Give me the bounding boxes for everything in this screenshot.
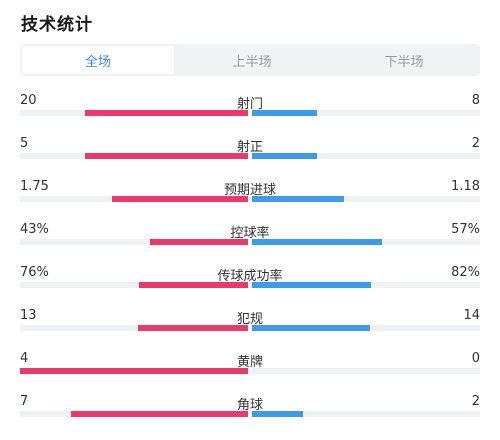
home-bar-track: [20, 239, 248, 245]
home-bar-fill: [85, 110, 248, 116]
stat-row: 7 角球 2: [0, 394, 500, 430]
home-bar-track: [20, 368, 248, 374]
away-value: 57%: [451, 222, 480, 237]
stat-label: 传球成功率: [217, 269, 283, 284]
home-value: 4: [20, 351, 29, 366]
home-bar-track: [20, 282, 248, 288]
stat-row: 76% 传球成功率 82%: [0, 265, 500, 301]
away-value: 0: [471, 351, 480, 366]
away-bar-fill: [252, 110, 318, 116]
stat-label: 预期进球: [223, 183, 276, 198]
away-bar-fill: [252, 196, 344, 202]
tab-second-half[interactable]: 下半场: [384, 54, 424, 70]
home-bar-fill: [85, 153, 248, 159]
away-bar-fill: [252, 239, 382, 245]
stat-label: 射正: [236, 140, 263, 155]
away-bar-track: [252, 153, 480, 159]
stat-row: 13 犯规 14: [0, 308, 500, 344]
away-bar-track: [252, 196, 480, 202]
period-tabs: 全场 上半场 下半场: [20, 44, 480, 76]
stat-row: 5 射正 2: [0, 136, 500, 172]
away-bar-fill: [252, 411, 303, 417]
stat-label: 射门: [236, 97, 263, 112]
away-bar-track: [252, 411, 480, 417]
away-value: 8: [471, 93, 480, 108]
home-bar-fill: [149, 239, 248, 245]
home-bar-track: [20, 153, 248, 159]
stat-row: 43% 控球率 57%: [0, 222, 500, 258]
away-bar-fill: [252, 153, 318, 159]
stat-label: 犯规: [236, 312, 263, 327]
page-title: 技术统计: [21, 15, 93, 35]
stat-label: 控球率: [230, 226, 270, 241]
away-bar-fill: [252, 325, 371, 331]
home-value: 13: [20, 308, 37, 323]
home-bar-track: [20, 325, 248, 331]
away-value: 82%: [451, 265, 480, 280]
home-value: 5: [20, 136, 29, 151]
stat-row: 20 射门 8: [0, 93, 500, 129]
away-value: 2: [471, 394, 480, 409]
away-bar-track: [252, 368, 480, 374]
tab-first-half[interactable]: 上半场: [232, 54, 272, 70]
home-bar-fill: [111, 196, 248, 202]
away-bar-fill: [252, 282, 371, 288]
tab-full-match[interactable]: 全场: [22, 46, 174, 74]
home-bar-fill: [70, 411, 248, 417]
home-value: 76%: [20, 265, 49, 280]
away-value: 1.18: [451, 179, 480, 194]
home-value: 1.75: [20, 179, 49, 194]
away-bar-track: [252, 110, 480, 116]
home-bar-fill: [20, 368, 248, 374]
away-value: 14: [463, 308, 480, 323]
away-bar-track: [252, 325, 480, 331]
stat-row: 4 黄牌 0: [0, 351, 500, 387]
away-value: 2: [471, 136, 480, 151]
home-value: 20: [20, 93, 37, 108]
home-bar-fill: [138, 282, 248, 288]
stat-row: 1.75 预期进球 1.18: [0, 179, 500, 215]
home-bar-track: [20, 196, 248, 202]
stat-label: 黄牌: [236, 355, 263, 370]
home-bar-fill: [138, 325, 248, 331]
home-value: 43%: [20, 222, 49, 237]
stat-label: 角球: [236, 398, 263, 413]
away-bar-track: [252, 239, 480, 245]
home-value: 7: [20, 394, 29, 409]
home-bar-track: [20, 110, 248, 116]
away-bar-track: [252, 282, 480, 288]
home-bar-track: [20, 411, 248, 417]
